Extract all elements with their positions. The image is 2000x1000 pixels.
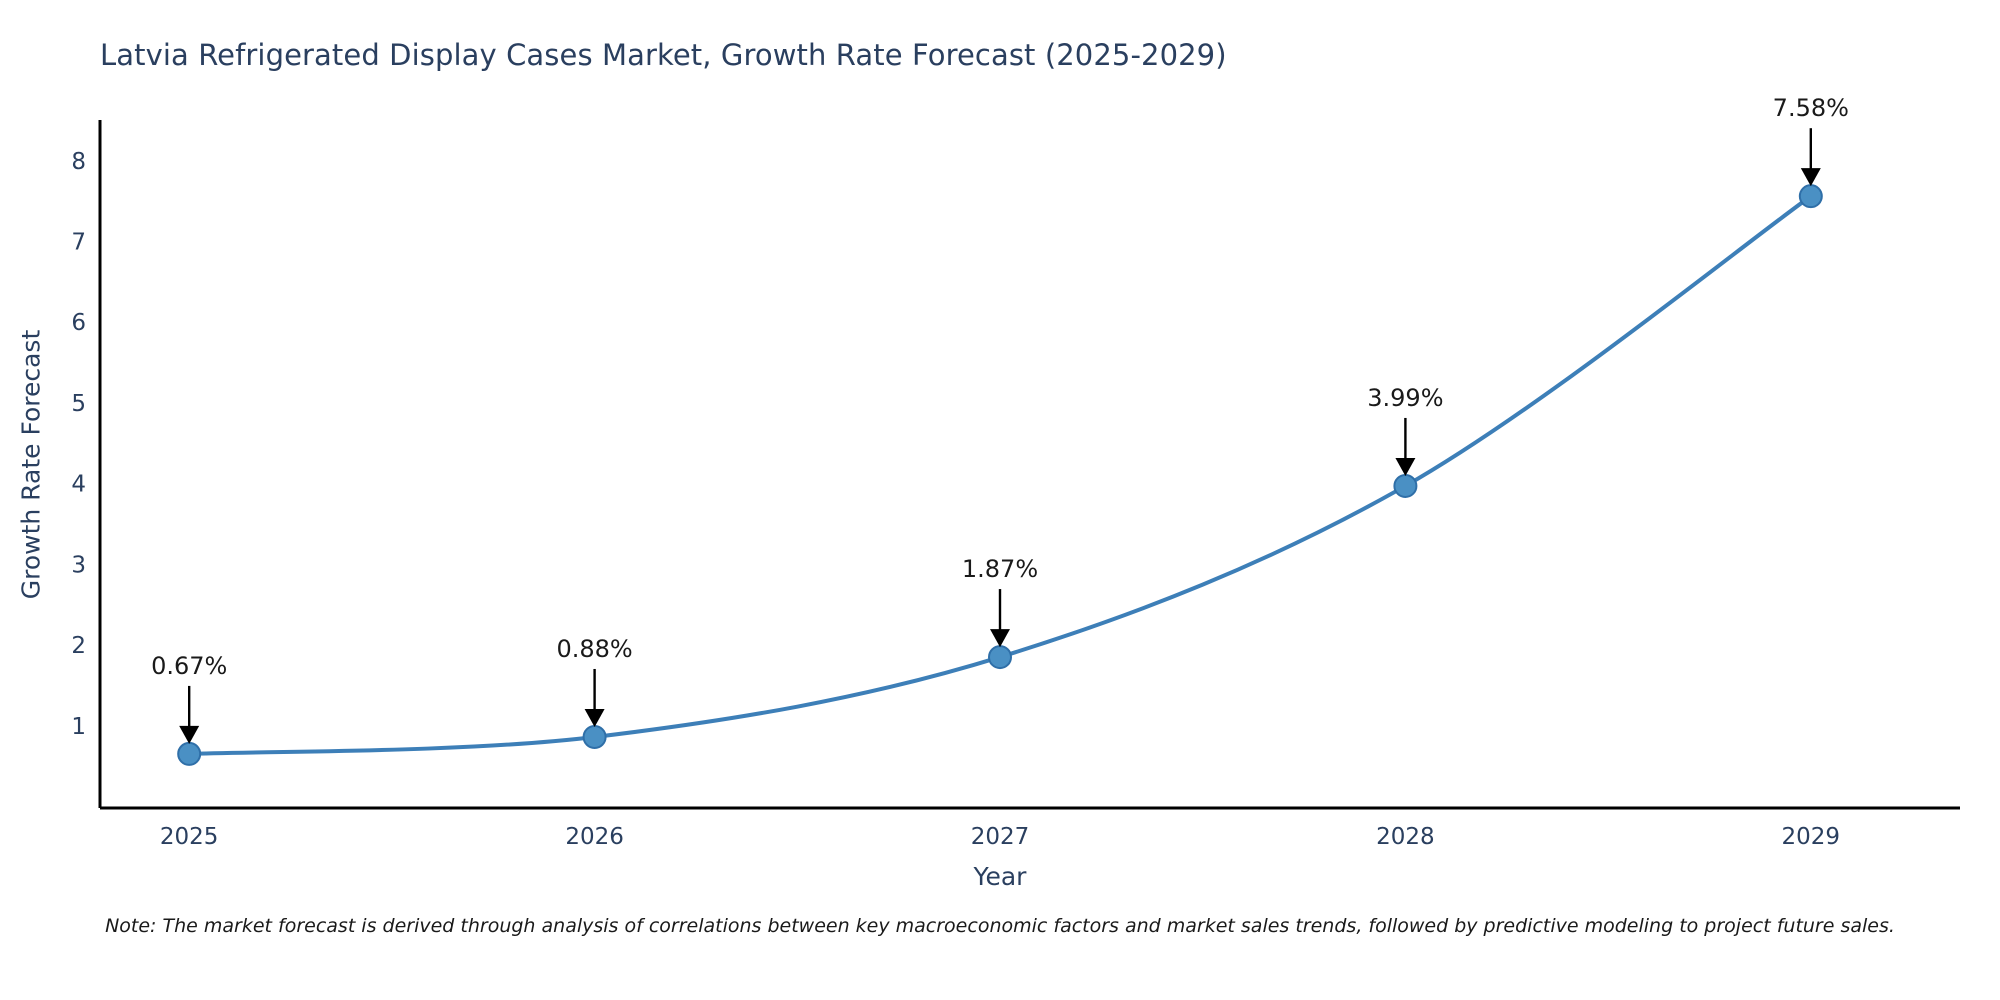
y-tick-label: 2 [71,633,86,659]
y-tick-label: 8 [71,149,86,175]
y-tick-label: 1 [71,714,86,740]
y-tick-label: 6 [71,310,86,336]
data-point-marker[interactable] [1393,473,1418,498]
data-point-marker[interactable] [988,645,1012,670]
chart-title: Latvia Refrigerated Display Cases Market… [100,38,1227,72]
data-point-marker[interactable] [582,724,607,749]
data-point-value-label: 1.87% [962,555,1038,583]
x-tick-label: 2026 [565,824,624,850]
line-series-growth-rate-forecast [187,194,1813,756]
annotation-arrow-head [990,629,1010,648]
data-point-markers [177,184,1823,766]
annotation-arrow-head [179,725,200,744]
x-tick-label: 2029 [1782,824,1841,850]
y-tick-labels: 1 2 3 4 5 6 7 8 [71,149,86,740]
x-axis-title: Year [973,862,1027,891]
footer-note: Note: The market forecast is derived thr… [105,915,1895,937]
data-point-value-label: 3.99% [1367,384,1443,412]
x-tick-labels: 2025 2026 2027 2028 2029 [160,824,1840,850]
x-tick-label: 2028 [1376,824,1435,850]
data-point-marker[interactable] [177,741,202,766]
annotation-arrow-head [584,708,605,727]
y-tick-label: 3 [71,552,86,578]
annotation-arrow-head [1395,457,1416,476]
data-point-marker[interactable] [1798,184,1823,209]
y-tick-label: 4 [71,472,86,498]
data-point-value-label: 0.88% [556,635,632,663]
y-tick-label: 5 [71,391,86,417]
data-point-annotations: 0.67% 0.88% 1.87% 3.99% 7.58% [151,94,1849,744]
annotation-arrow-head [1800,168,1821,187]
data-point-value-label: 0.67% [151,652,227,680]
y-tick-label: 7 [71,230,86,256]
data-point-value-label: 7.58% [1773,94,1849,122]
x-tick-label: 2025 [160,824,219,850]
x-tick-label: 2027 [971,824,1030,850]
